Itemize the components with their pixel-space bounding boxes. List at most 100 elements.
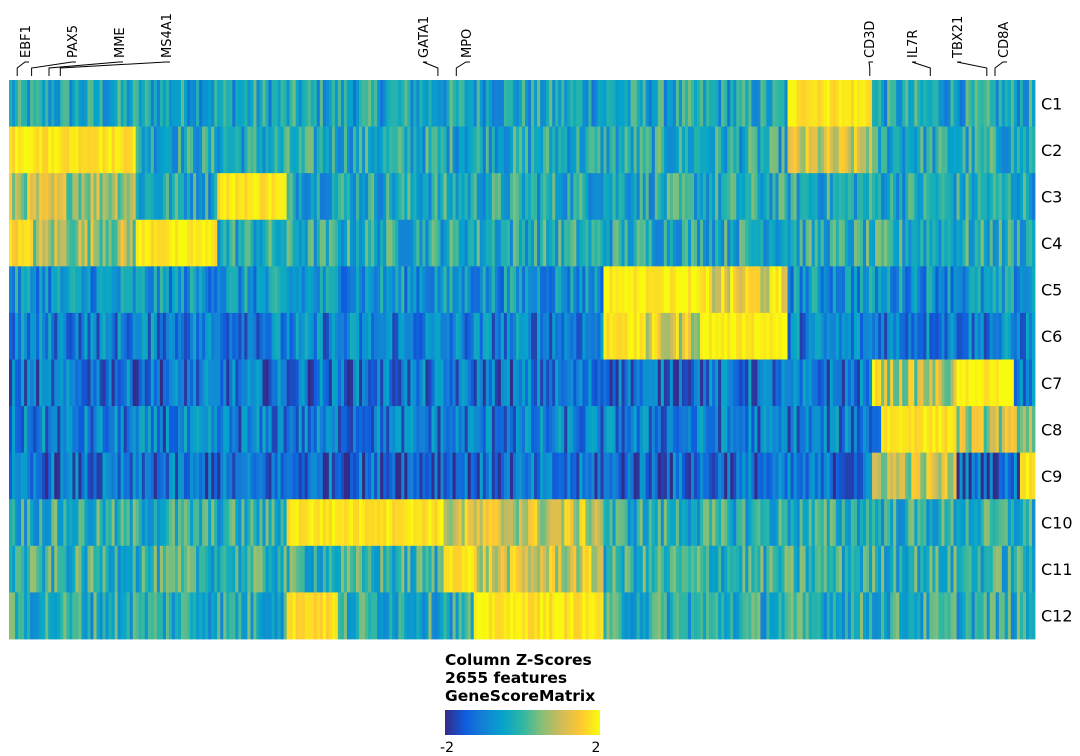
heatmap-cell [838,173,843,221]
heatmap-cell [331,219,336,267]
heatmap-cell [57,266,61,314]
heatmap-cell [120,545,125,593]
heatmap-cell [684,406,689,454]
heatmap-cell [259,266,263,314]
heatmap-cell [205,406,209,454]
heatmap-cell [404,359,408,407]
heatmap-cell [522,173,526,221]
heatmap-cell [938,406,942,454]
heatmap-cell [18,312,22,360]
heatmap-cell [615,219,619,267]
heatmap-cell [138,359,143,407]
heatmap-cell [528,452,532,500]
heatmap-cell [313,359,318,407]
heatmap-cell [506,359,511,407]
heatmap-cell [12,592,16,640]
heatmap-cell [899,173,903,221]
heatmap-cell [325,452,330,500]
heatmap-cell [461,173,466,221]
heatmap-cell [932,219,936,267]
heatmap-cell [935,219,939,267]
heatmap-cell [911,499,915,547]
heatmap-cell [380,266,384,314]
heatmap-cell [389,406,393,454]
heatmap-cell [832,173,837,221]
heatmap-cell [449,452,453,500]
heatmap-cell [600,359,604,407]
heatmap-cell [905,592,909,640]
heatmap-cell [675,173,680,221]
heatmap-cell [983,499,988,547]
heatmap-cell [292,219,297,267]
heatmap-cell [980,266,985,314]
heatmap-cell [700,452,704,500]
heatmap-cell [642,80,647,127]
heatmap-cell [428,499,432,547]
heatmap-cell [896,592,900,640]
heatmap-cell [718,499,722,547]
heatmap-cell [111,452,116,500]
heatmap-cell [989,406,994,454]
heatmap-cell [537,266,541,314]
heatmap-cell [144,312,149,360]
heatmap-cell [715,219,719,267]
heatmap-cell [458,312,463,360]
heatmap-cell [956,452,960,500]
heatmap-cell [419,545,423,593]
heatmap-cell [528,359,532,407]
heatmap-cell [422,173,426,221]
heatmap-cell [132,219,137,267]
heatmap-cell [733,173,737,221]
heatmap-cell [105,545,109,593]
heatmap-cell [594,406,598,454]
heatmap-cell [518,499,523,547]
heatmap-cell [859,359,864,407]
heatmap-cell [377,126,381,174]
heatmap-cell [552,173,556,221]
heatmap-cell [724,173,728,221]
heatmap-cell [135,452,140,500]
heatmap-cell [325,266,330,314]
heatmap-cell [331,452,336,500]
heatmap-cell [531,499,535,547]
heatmap-cell [33,126,37,174]
heatmap-cell [971,266,976,314]
heatmap-cell [769,545,773,593]
heatmap-cell [742,126,746,174]
heatmap-cell [896,312,900,360]
heatmap-cell [401,173,405,221]
heatmap-cell [63,545,67,593]
heatmap-cell [600,219,604,267]
heatmap-cell [669,173,674,221]
heatmap-cell [144,173,149,221]
heatmap-cell [811,266,816,314]
heatmap-cell [977,173,982,221]
heatmap-cell [718,266,722,314]
heatmap-cell [515,266,520,314]
heatmap-cell [944,406,948,454]
heatmap-cell [534,499,538,547]
heatmap-cell [832,80,837,127]
heatmap-cell [528,312,532,360]
heatmap-cell [841,266,846,314]
heatmap-cell [890,126,894,174]
heatmap-cell [570,266,574,314]
heatmap-cell [241,126,245,174]
heatmap-cell [247,406,251,454]
heatmap-cell [582,266,586,314]
heatmap-cell [648,359,653,407]
heatmap-cell [349,266,354,314]
heatmap-cell [377,219,381,267]
heatmap-cell [687,312,692,360]
heatmap-cell [835,452,840,500]
heatmap-cell [1016,499,1021,547]
gene-label-mme: MME [113,27,128,58]
heatmap-cell [18,266,22,314]
heatmap-cell [612,80,616,127]
heatmap-cell [310,499,315,547]
heatmap-cell [353,359,357,407]
heatmap-cell [929,266,933,314]
heatmap-cell [540,452,544,500]
heatmap-cell [869,80,873,127]
heatmap-cell [247,359,251,407]
